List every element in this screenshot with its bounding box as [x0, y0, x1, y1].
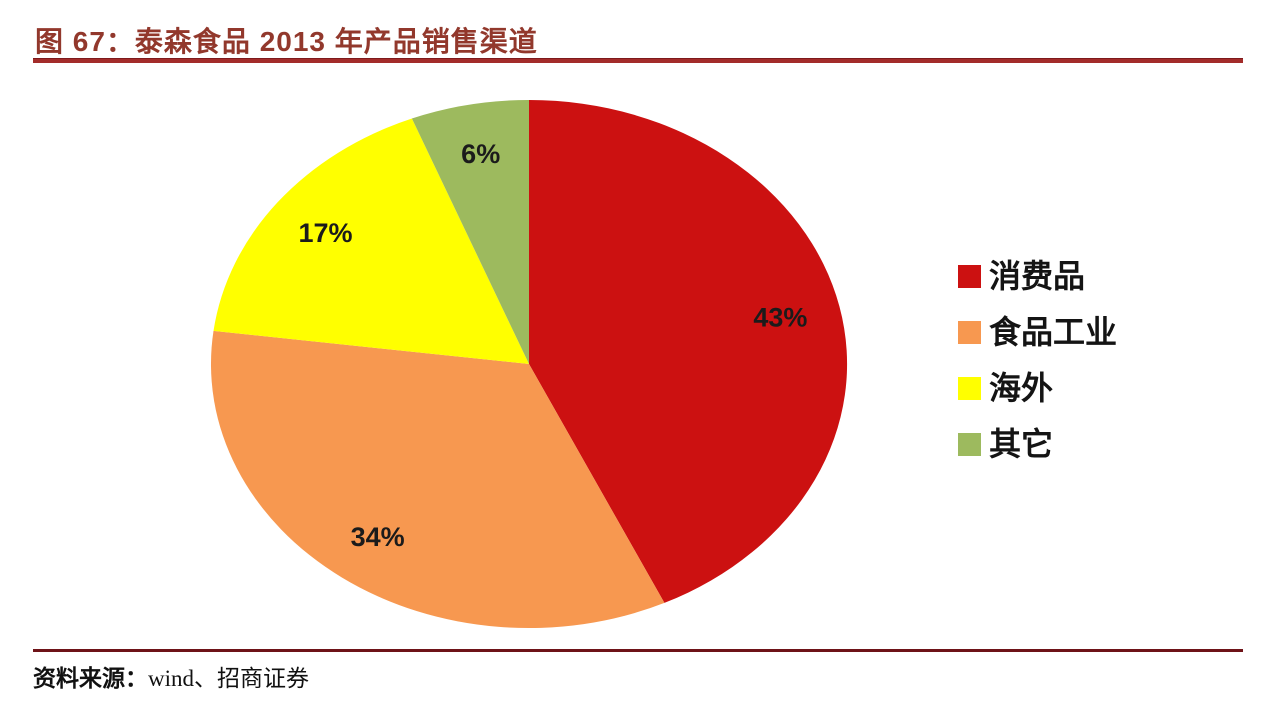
legend-swatch-food-industry	[958, 320, 981, 344]
legend-label-overseas: 海外	[989, 370, 1054, 406]
pie-data-label-0: 43%	[753, 302, 807, 332]
title-underline-rule	[33, 58, 1243, 63]
legend-item-consumer-goods: 消费品	[958, 259, 1117, 293]
pie-data-label-2: 17%	[298, 218, 352, 248]
legend-label-food-industry: 食品工业	[989, 314, 1118, 350]
chart-legend: 消费品 食品工业 海外 其它	[958, 259, 1117, 483]
source-prefix: 资料来源：	[33, 666, 148, 691]
pie-slice-2	[213, 118, 529, 364]
figure-title: 图 67：泰森食品 2013 年产品销售渠道	[35, 26, 538, 57]
legend-swatch-overseas	[958, 376, 981, 400]
legend-item-overseas: 海外	[958, 371, 1117, 405]
legend-swatch-consumer-goods	[958, 264, 981, 288]
pie-data-label-3: 6%	[461, 139, 500, 169]
legend-label-consumer-goods: 消费品	[989, 258, 1086, 294]
pie-slice-3	[411, 99, 529, 364]
pie-data-label-1: 34%	[351, 522, 405, 552]
source-divider-rule	[33, 649, 1243, 652]
legend-item-food-industry: 食品工业	[958, 315, 1117, 349]
pie-slice-0	[529, 99, 848, 603]
source-attribution: 资料来源：wind、招商证券	[33, 659, 309, 693]
source-text: wind、招商证券	[148, 666, 309, 691]
legend-label-other: 其它	[989, 426, 1054, 462]
legend-item-other: 其它	[958, 427, 1117, 461]
pie-slice-1	[210, 330, 665, 629]
legend-swatch-other	[958, 432, 981, 456]
